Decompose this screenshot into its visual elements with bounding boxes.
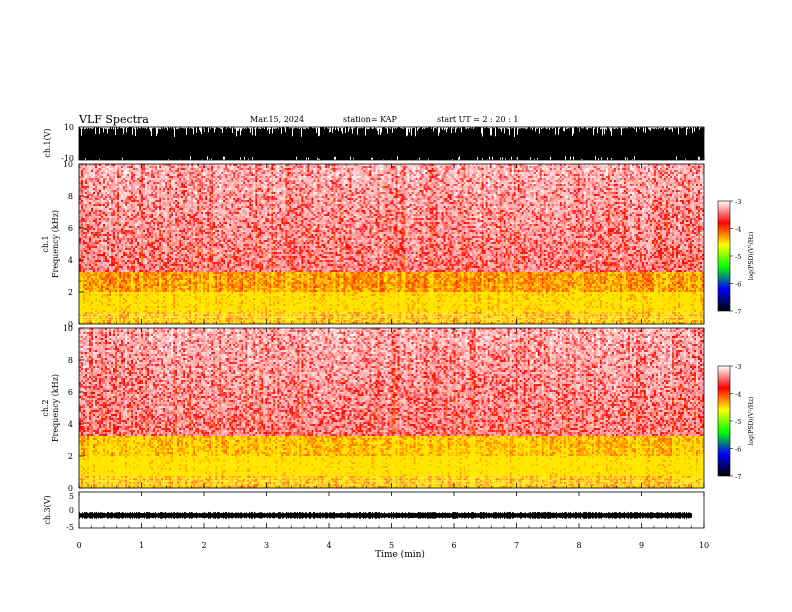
vlf-spectra-figure: VLF Spectra Mar.15, 2024 station= KAP st… bbox=[0, 0, 792, 612]
ch2-spectrogram-ytick-label: 8 bbox=[68, 356, 73, 365]
xtick-label: 3 bbox=[264, 541, 269, 550]
ch2-colorbar-tick-label: -7 bbox=[735, 473, 741, 481]
figure-title: VLF Spectra bbox=[78, 113, 149, 126]
ch2-colorbar-label: log(PSD)(V²/Hz) bbox=[748, 397, 755, 446]
ch1-colorbar-tick-label: -4 bbox=[735, 226, 741, 234]
ch1-colorbar-label: log(PSD)(V²/Hz) bbox=[748, 232, 755, 281]
ch1-spectrogram-ylabel-channel: ch.1 bbox=[41, 235, 50, 252]
ch3-ytick-top: 5 bbox=[69, 492, 74, 501]
ch2-spectrogram-ytick-label: 10 bbox=[63, 324, 73, 333]
ch2-spectrogram-ytick-label: 6 bbox=[68, 388, 73, 397]
ch3-ytick-bottom: -5 bbox=[66, 523, 74, 532]
ch1-colorbar: -3 -4 -5 -6 -7 log(PSD)(V²/Hz) bbox=[718, 198, 755, 316]
ch1-colorbar-tick-label: -5 bbox=[735, 253, 741, 261]
ch2-spectrogram-image bbox=[79, 328, 704, 488]
ch2-spectrogram-ylabel-frequency: Frequency (kHz) bbox=[51, 374, 60, 442]
ch1-spectrogram-ylabel-frequency: Frequency (kHz) bbox=[51, 210, 60, 278]
ch2-colorbar-tick-label: -4 bbox=[735, 391, 741, 399]
ch3-waveform-trace bbox=[80, 512, 692, 519]
ch1-spectrogram-ytick-label: 8 bbox=[68, 192, 73, 201]
ch2-spectrogram-ytick-label: 4 bbox=[68, 420, 73, 429]
ch1-waveform-panel: 10 -10 ch.1(V) bbox=[43, 123, 704, 163]
xtick-label: 1 bbox=[139, 541, 144, 550]
ch3-ytick-mid: 0 bbox=[69, 506, 74, 515]
ch1-ytick-top: 10 bbox=[64, 123, 74, 132]
ch1-waveform-ylabel: ch.1(V) bbox=[43, 128, 52, 157]
date-label: Mar.15, 2024 bbox=[250, 115, 304, 124]
ch2-colorbar-gradient bbox=[718, 366, 730, 476]
xtick-label: 6 bbox=[451, 541, 456, 550]
ch1-colorbar-tick-label: -3 bbox=[735, 198, 741, 206]
station-label: station= KAP bbox=[343, 115, 398, 124]
ch1-colorbar-gradient bbox=[718, 201, 730, 311]
ch3-waveform-frame bbox=[79, 492, 704, 528]
time-axis-label: Time (min) bbox=[375, 549, 425, 560]
ch2-colorbar-tick-label: -3 bbox=[735, 363, 741, 371]
ch1-spectrogram-ytick-label: 2 bbox=[68, 288, 73, 297]
xtick-label: 8 bbox=[576, 541, 581, 550]
ch3-waveform-ylabel: ch.3(V) bbox=[43, 495, 52, 524]
start-time-label: start UT = 2 : 20 : 1 bbox=[437, 115, 518, 124]
xtick-label: 7 bbox=[514, 541, 519, 550]
ch2-spectrogram-ylabel-channel: ch.2 bbox=[41, 399, 50, 416]
ch3-waveform-line bbox=[80, 512, 692, 519]
xtick-label: 2 bbox=[201, 541, 206, 550]
ch2-colorbar: -3 -4 -5 -6 -7 log(PSD)(V²/Hz) bbox=[718, 363, 755, 481]
xtick-label: 4 bbox=[326, 541, 331, 550]
xtick-label: 0 bbox=[76, 541, 81, 550]
ch3-waveform-panel: 5 0 -5 ch.3(V) bbox=[43, 492, 704, 532]
ch2-spectrogram-ytick-label: 2 bbox=[68, 452, 73, 461]
xtick-label: 10 bbox=[699, 541, 709, 550]
xtick-label: 5 bbox=[389, 541, 394, 550]
ch1-spectrogram-ytick-label: 4 bbox=[68, 256, 73, 265]
ch1-spectrogram-image bbox=[79, 164, 704, 324]
xtick-label: 9 bbox=[639, 541, 644, 550]
ch2-colorbar-tick-label: -6 bbox=[735, 446, 741, 454]
ch1-spectrogram-ytick-label: 6 bbox=[68, 224, 73, 233]
ch1-colorbar-tick-label: -7 bbox=[735, 308, 741, 316]
ch2-colorbar-tick-label: -5 bbox=[735, 418, 741, 426]
ch1-spectrogram-ytick-label: 10 bbox=[63, 160, 73, 169]
ch1-colorbar-tick-label: -6 bbox=[735, 281, 741, 289]
